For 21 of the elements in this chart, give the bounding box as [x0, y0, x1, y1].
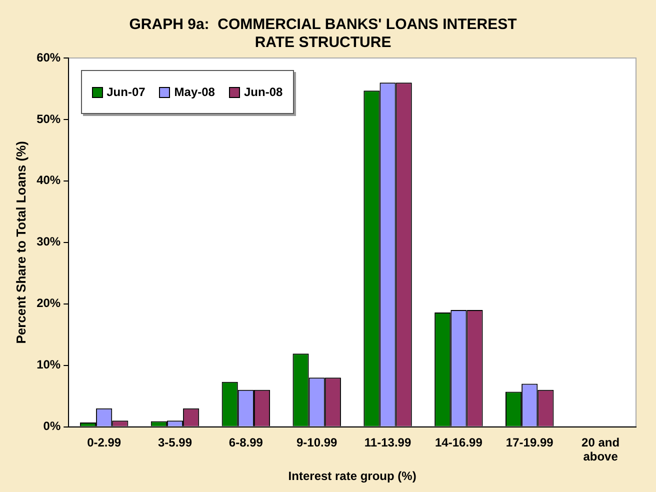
- chart-title: GRAPH 9a: COMMERCIAL BANKS' LOANS INTEREST RATE STRUCTURE: [129, 16, 517, 52]
- y-tick-label: 50%: [36, 112, 61, 126]
- legend-label: Jun-07: [106, 85, 146, 99]
- y-tick-label: 60%: [36, 50, 61, 64]
- y-tick-label: 0%: [43, 419, 61, 434]
- x-axis-title: Interest rate group (%): [288, 469, 416, 484]
- x-tick-label: 3-5.99: [158, 435, 192, 450]
- y-tick-label: 40%: [36, 173, 61, 188]
- y-axis-title: Percent Share to Total Loans (%): [13, 141, 28, 344]
- y-tick-label: 10%: [36, 358, 61, 372]
- x-tick-label: 6-8.99: [228, 435, 264, 450]
- x-tick-label: 11-13.99: [364, 435, 412, 450]
- y-tick-label: 20%: [36, 296, 61, 310]
- x-tick-label: 20 and above: [582, 435, 620, 464]
- y-tick-label: 30%: [36, 234, 61, 249]
- legend-label: May-08: [173, 85, 215, 99]
- x-tick-label: 14-16.99: [435, 435, 483, 450]
- x-tick-label: 9-10.99: [296, 435, 338, 450]
- x-tick-label: 17-19.99: [506, 435, 554, 450]
- x-tick-label: 0-2.99: [87, 435, 122, 450]
- legend-label: Jun-08: [242, 85, 283, 99]
